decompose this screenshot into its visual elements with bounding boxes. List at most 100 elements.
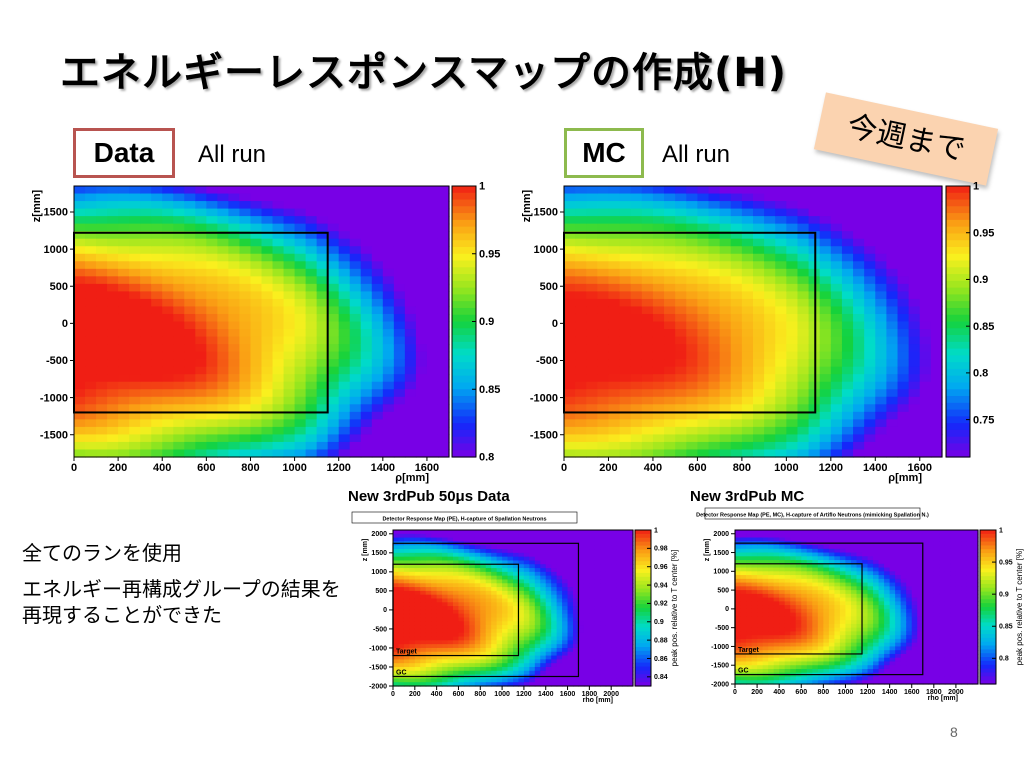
heat-cell [420,670,427,676]
heat-cell [140,359,152,368]
heat-cell [85,216,97,225]
heat-cell [206,283,218,292]
heat-cell [447,556,454,562]
heat-cell [85,268,97,277]
heat-cell [371,426,384,436]
heat-cell [600,617,607,622]
heat-cell [567,670,574,676]
heat-cell [74,246,86,255]
heat-cell [496,598,503,603]
heat-cell [338,298,351,308]
heat-cell [162,374,174,383]
heat-cell [426,366,439,375]
heat-cell [393,625,400,630]
heat-cell [779,533,786,539]
heat-cell [753,366,765,375]
heat-cell [551,556,558,562]
heat-cell [480,587,487,592]
heat-cell [184,186,196,195]
heat-cell [261,238,274,247]
heat-cell [513,617,520,622]
heat-cell [436,621,443,626]
heat-cell [708,396,721,405]
heat-cell [573,625,580,630]
heat-cell [757,537,764,542]
heat-cell [294,268,307,277]
heat-cell [556,552,563,558]
heat-cell [730,186,743,195]
heat-cell [480,613,487,619]
heat-cell [217,381,230,390]
heat-cell [567,564,574,569]
heat-cell [529,655,536,660]
heat-cell [431,670,438,676]
heat-cell [173,193,185,202]
heat-cell [594,644,601,649]
heat-cell [485,575,492,581]
heat-cell [819,321,832,330]
heat-cell [775,223,787,232]
heat-cell [562,621,569,626]
heat-cell [74,374,86,383]
heat-cell [719,426,732,436]
heat-cell [886,366,899,375]
heat-cell [583,636,590,641]
heat-cell [790,638,797,644]
heat-cell [779,612,786,617]
heat-cell [611,594,618,600]
heat-cell [864,419,876,428]
heat-cell [140,283,152,292]
heat-cell [151,329,163,338]
heat-cell [790,616,797,621]
heat-cell [415,441,428,451]
heat-cell [545,587,552,592]
heat-cell [327,389,340,398]
heat-cell [735,601,742,606]
heat-cell [762,631,769,636]
colorbar-step [452,348,476,356]
heat-cell [316,419,329,428]
heat-cell [540,583,547,588]
heat-cell [768,627,775,633]
heat-cell [425,659,432,664]
heat-cell [790,578,797,584]
heat-cell [753,291,765,300]
heat-cell [930,419,943,428]
heat-cell [404,411,417,420]
heat-cell [403,571,410,577]
heat-cell [393,575,400,581]
heat-cell [540,678,547,683]
heat-cell [294,291,307,300]
heat-cell [619,389,632,398]
heat-cell [545,655,552,660]
heat-cell [327,298,340,308]
heat-cell [437,186,450,195]
heat-cell [195,268,207,277]
heat-cell [162,404,174,413]
heat-cell [608,396,621,405]
heat-cell [697,216,710,225]
heat-cell [414,651,421,657]
heat-cell [426,193,439,202]
heat-cell [605,663,612,668]
heat-cell [107,193,119,202]
heat-cell [611,556,618,562]
heat-cell [513,647,520,653]
heat-cell [578,644,585,649]
heat-cell [735,623,742,629]
heat-cell [523,609,530,615]
heat-cell [556,545,563,550]
heat-cell [551,560,558,565]
heat-cell [398,552,405,558]
heat-cell [437,208,450,217]
heat-cell [239,374,252,383]
heat-cell [790,586,797,591]
heat-cell [875,246,888,255]
heat-cell [107,231,119,240]
heat-cell [897,336,910,345]
heat-cell [675,238,687,247]
heat-cell [784,552,791,557]
heat-cell [573,606,580,611]
heat-cell [437,366,450,375]
colorbar-step [946,280,970,289]
